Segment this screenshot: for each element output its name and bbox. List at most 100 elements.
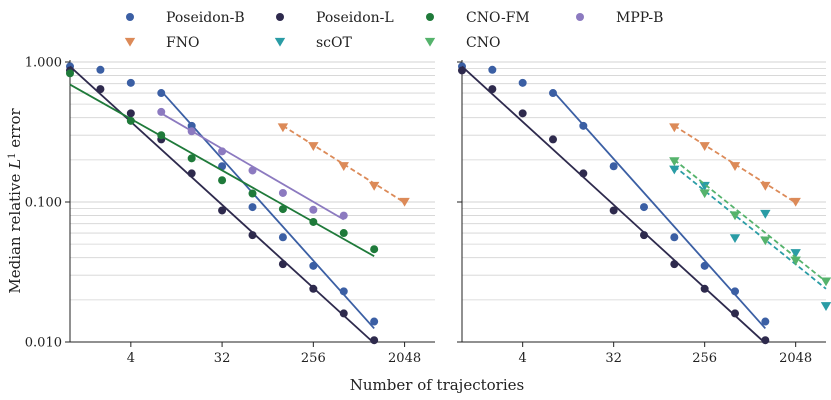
data-point-cno-fm xyxy=(370,245,379,254)
data-point-poseidon-b xyxy=(157,89,166,98)
data-point-cno-fm xyxy=(248,189,257,198)
data-point-poseidon-l xyxy=(96,85,105,94)
data-point-poseidon-l xyxy=(278,260,287,269)
fit-line-poseidon-l xyxy=(69,65,375,344)
data-point-poseidon-b xyxy=(278,233,287,242)
data-point-poseidon-l xyxy=(458,66,466,75)
data-point-fno xyxy=(699,142,710,151)
data-point-poseidon-l xyxy=(609,206,618,215)
data-point-scot xyxy=(760,209,771,219)
data-point-cno xyxy=(729,211,741,221)
x-tick-label: 4 xyxy=(519,351,527,366)
fit-line-scot xyxy=(673,165,827,290)
x-axis-label: Number of trajectories xyxy=(350,376,524,394)
y-axis-label-main: Median relative xyxy=(6,169,24,294)
series-scot xyxy=(669,165,831,311)
data-point-mpp-b xyxy=(157,107,166,116)
data-point-mpp-b xyxy=(218,147,227,156)
data-point-scot xyxy=(729,234,741,244)
legend-marker xyxy=(276,13,284,21)
data-point-mpp-b xyxy=(278,188,287,197)
fit-line-poseidon-l xyxy=(461,65,766,344)
data-point-poseidon-b xyxy=(248,203,257,212)
data-point-scot xyxy=(699,181,710,191)
data-point-mpp-b xyxy=(248,166,257,175)
series-poseidon-l xyxy=(458,65,770,345)
series-cno xyxy=(669,157,831,287)
data-point-cno-fm xyxy=(218,176,227,185)
right-panel: 4 32 256 2048 xyxy=(457,60,831,366)
x-tick-label: 256 xyxy=(692,351,717,366)
legend-label: scOT xyxy=(316,35,353,51)
legend-item-cno: CNO xyxy=(424,35,500,51)
data-point-cno-fm xyxy=(278,205,287,214)
data-point-fno xyxy=(399,197,410,207)
data-point-mpp-b xyxy=(339,211,348,220)
fit-line-poseidon-b xyxy=(160,90,375,330)
data-point-poseidon-l xyxy=(339,309,348,318)
x-tick-label: 4 xyxy=(127,351,135,366)
legend-marker xyxy=(126,13,134,21)
legend-item-cno-fm: CNO-FM xyxy=(426,10,530,26)
series-fno xyxy=(277,123,410,207)
x-tick-label: 256 xyxy=(301,351,326,366)
data-point-poseidon-l xyxy=(370,336,379,345)
data-point-cno-fm xyxy=(126,116,135,125)
data-point-poseidon-l xyxy=(187,169,196,178)
data-point-cno xyxy=(699,189,710,199)
data-point-poseidon-b xyxy=(309,261,318,270)
data-point-poseidon-b xyxy=(339,287,348,296)
data-point-poseidon-b xyxy=(370,317,379,326)
data-point-poseidon-b xyxy=(518,78,527,87)
data-point-scot xyxy=(669,165,680,175)
data-point-mpp-b xyxy=(309,205,318,214)
y-tick-label: 0.100 xyxy=(25,196,62,211)
data-point-fno xyxy=(790,197,801,207)
series-fno xyxy=(669,123,801,207)
data-point-poseidon-l xyxy=(700,284,709,293)
y-tick-label: 1.000 xyxy=(25,56,62,71)
y-axis-label: Median relative L1 error xyxy=(6,108,24,294)
y-axis-label-end: error xyxy=(6,108,24,153)
data-point-cno-fm xyxy=(187,154,196,163)
series-poseidon-b xyxy=(458,62,770,330)
legend-marker xyxy=(124,37,136,47)
data-point-mpp-b xyxy=(187,127,196,136)
data-point-fno xyxy=(669,123,680,133)
y-axis-label-superscript: 1 xyxy=(7,153,18,159)
data-point-fno xyxy=(368,181,380,191)
data-point-poseidon-l xyxy=(309,284,318,293)
data-point-cno-fm xyxy=(66,69,74,78)
legend: Poseidon-B Poseidon-L CNO-FM MPP-B FNO scOT CN… xyxy=(124,10,663,51)
data-point-poseidon-l xyxy=(579,169,588,178)
data-point-poseidon-l xyxy=(640,231,648,240)
data-point-poseidon-l xyxy=(670,260,679,269)
data-point-poseidon-l xyxy=(248,231,257,240)
legend-marker xyxy=(274,37,286,47)
data-point-poseidon-l xyxy=(488,85,497,94)
legend-item-fno: FNO xyxy=(124,35,199,51)
data-point-cno xyxy=(790,256,801,266)
data-point-poseidon-l xyxy=(518,109,527,118)
legend-marker xyxy=(426,13,434,21)
legend-label: MPP-B xyxy=(616,10,663,26)
legend-item-poseidon-l: Poseidon-L xyxy=(276,10,394,26)
x-tick-label: 32 xyxy=(214,351,231,366)
grid xyxy=(70,61,435,343)
data-point-poseidon-l xyxy=(549,135,557,144)
x-tick-label: 2048 xyxy=(779,351,812,366)
data-point-scot xyxy=(820,302,831,311)
legend-label: Poseidon-B xyxy=(166,10,245,26)
data-point-cno-fm xyxy=(339,229,348,238)
y-axis-label-L: L xyxy=(6,159,24,170)
legend-marker xyxy=(424,37,436,47)
legend-item-scot: scOT xyxy=(274,35,353,51)
data-point-poseidon-b xyxy=(126,78,135,87)
data-point-fno xyxy=(760,181,771,191)
data-point-poseidon-l xyxy=(761,336,770,345)
data-point-cno-fm xyxy=(157,131,166,140)
data-point-fno xyxy=(338,162,349,171)
x-tick-label: 32 xyxy=(605,351,622,366)
data-point-poseidon-b xyxy=(96,65,105,74)
data-point-poseidon-b xyxy=(609,162,618,171)
